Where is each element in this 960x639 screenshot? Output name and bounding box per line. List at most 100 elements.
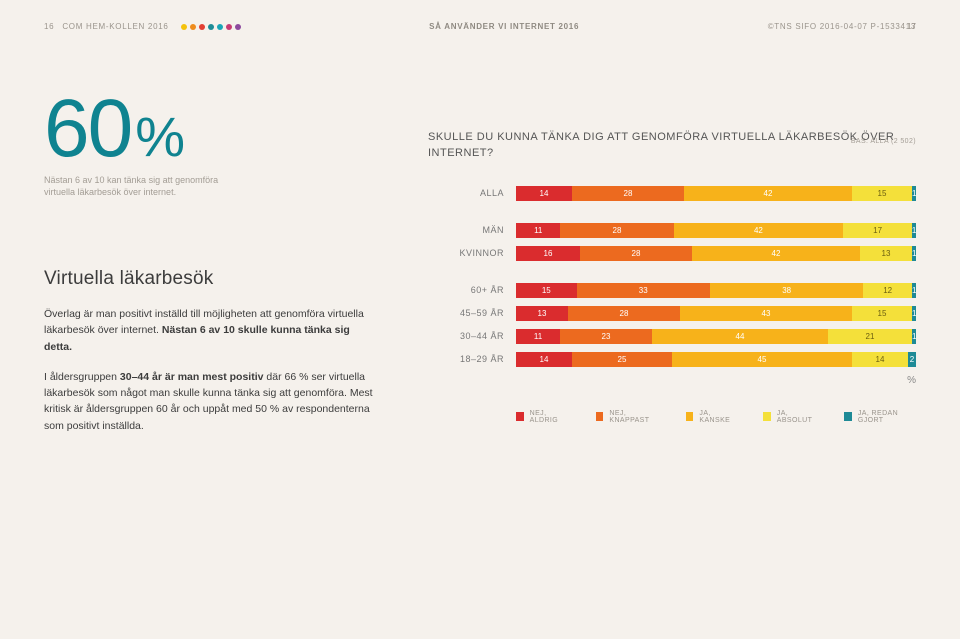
chart-bar-segment: 1 [912, 329, 916, 344]
chart-row-label: 30–44 ÅR [428, 331, 516, 341]
chart-bar-segment: 2 [908, 352, 916, 367]
chart-row: MÄN112842171 [428, 223, 916, 238]
chart-bar-segment: 14 [516, 186, 572, 201]
chart-row-label: 45–59 ÅR [428, 308, 516, 318]
chart-bar-segment: 42 [674, 223, 844, 238]
chart-row: 45–59 ÅR132843151 [428, 306, 916, 321]
page-number-left: 16 [44, 22, 54, 31]
header-left: 16 COM HEM-KOLLEN 2016 [44, 22, 241, 31]
chart-bar-segment: 21 [828, 329, 912, 344]
chart-bar-segment: 13 [860, 246, 912, 261]
page-header: 16 COM HEM-KOLLEN 2016 SÅ ANVÄNDER VI IN… [44, 22, 916, 31]
chart-bar-segment: 42 [684, 186, 852, 201]
legend-label: JA, KANSKE [699, 410, 737, 424]
legend-swatch [596, 412, 604, 421]
chart-bar-segment: 11 [516, 329, 560, 344]
header-dot [226, 24, 232, 30]
legend-label: NEJ, ALDRIG [530, 410, 570, 424]
legend-item: NEJ, ALDRIG [516, 410, 570, 424]
paragraph-2-a: I åldersgruppen [44, 371, 120, 383]
header-dot [190, 24, 196, 30]
big-stat: 60% Nästan 6 av 10 kan tänka sig att gen… [44, 88, 234, 198]
chart-title: SKULLE DU KUNNA TÄNKA DIG ATT GENOMFÖRA … [428, 130, 916, 162]
chart-bar-segment: 33 [577, 283, 710, 298]
chart-bar-segment: 13 [516, 306, 568, 321]
section-heading: Virtuella läkarbesök [44, 268, 374, 290]
chart-bar-segment: 15 [852, 306, 912, 321]
chart-bar-segment: 1 [912, 306, 916, 321]
header-title-center: SÅ ANVÄNDER VI INTERNET 2016 [241, 22, 768, 31]
chart-bar-segment: 42 [692, 246, 860, 261]
chart-base-note: BAS: ALLA (2 502) [851, 138, 916, 145]
legend-label: NEJ, KNAPPAST [609, 410, 659, 424]
big-stat-value: 60% [44, 88, 234, 170]
chart-bar-segment: 14 [516, 352, 572, 367]
chart-bar: 132843151 [516, 306, 916, 321]
chart-bar-segment: 14 [852, 352, 908, 367]
chart-bar-segment: 25 [572, 352, 672, 367]
paragraph-2: I åldersgruppen 30–44 år är man mest pos… [44, 369, 374, 434]
chart-bar: 153338121 [516, 283, 916, 298]
left-text-column: Virtuella läkarbesök Överlag är man posi… [44, 268, 374, 448]
chart-bar-segment: 11 [516, 223, 560, 238]
header-dots [181, 24, 241, 30]
chart-bar-segment: 17 [843, 223, 912, 238]
chart-bar-segment: 43 [680, 306, 852, 321]
chart-row-label: 60+ ÅR [428, 285, 516, 295]
big-stat-unit: % [135, 105, 183, 168]
chart-bar-segment: 23 [560, 329, 652, 344]
legend-item: JA, REDAN GJORT [844, 410, 916, 424]
chart-bar-segment: 15 [852, 186, 912, 201]
chart-bar-segment: 15 [516, 283, 577, 298]
chart-bar: 162842131 [516, 246, 916, 261]
legend-swatch [763, 412, 771, 421]
chart-row-label: MÄN [428, 225, 516, 235]
chart-bar-segment: 16 [516, 246, 580, 261]
chart-row: 30–44 ÅR112344211 [428, 329, 916, 344]
legend-item: NEJ, KNAPPAST [596, 410, 660, 424]
chart-legend: NEJ, ALDRIG NEJ, KNAPPAST JA, KANSKE JA, AB… [516, 410, 916, 424]
chart-bar: 112344211 [516, 329, 916, 344]
chart-bar: 142842151 [516, 186, 916, 201]
chart-row: 18–29 ÅR142545142 [428, 352, 916, 367]
paragraph-2-b: 30–44 år är man mest positiv [120, 371, 264, 383]
legend-swatch [844, 412, 852, 421]
chart-row: KVINNOR162842131 [428, 246, 916, 261]
legend-item: JA, KANSKE [686, 410, 737, 424]
page-number-right: 17 [907, 22, 916, 31]
chart-bar-segment: 45 [672, 352, 852, 367]
chart-bar-segment: 28 [580, 246, 692, 261]
legend-item: JA, ABSOLUT [763, 410, 818, 424]
chart-row: ALLA142842151 [428, 186, 916, 201]
chart-bar: 142545142 [516, 352, 916, 367]
page: 16 COM HEM-KOLLEN 2016 SÅ ANVÄNDER VI IN… [0, 0, 960, 639]
paragraph-1: Överlag är man positivt inställd till mö… [44, 306, 374, 355]
chart-bar-segment: 1 [912, 186, 916, 201]
chart-row-label: ALLA [428, 188, 516, 198]
chart-bar-segment: 28 [568, 306, 680, 321]
percent-symbol: % [516, 375, 916, 386]
legend-label: JA, ABSOLUT [777, 410, 818, 424]
header-dot [199, 24, 205, 30]
chart-bar-segment: 28 [560, 223, 673, 238]
big-stat-caption: Nästan 6 av 10 kan tänka sig att genomfö… [44, 174, 234, 198]
header-dot [217, 24, 223, 30]
big-stat-number: 60 [44, 83, 131, 174]
chart-bar-segment: 1 [912, 223, 916, 238]
chart-row-label: 18–29 ÅR [428, 354, 516, 364]
legend-swatch [516, 412, 524, 421]
chart-row-label: KVINNOR [428, 248, 516, 258]
chart-bar-segment: 1 [912, 283, 916, 298]
chart-bar-segment: 1 [912, 246, 916, 261]
chart-bar-segment: 38 [710, 283, 864, 298]
header-title-left: COM HEM-KOLLEN 2016 [62, 22, 168, 31]
chart-row: 60+ ÅR153338121 [428, 283, 916, 298]
header-title-right: ©TNS SIFO 2016-04-07 P-1533413 [768, 22, 916, 31]
chart-bar-segment: 12 [863, 283, 911, 298]
chart-rows: ALLA142842151MÄN112842171KVINNOR16284213… [428, 186, 916, 367]
chart-bar-segment: 44 [652, 329, 828, 344]
legend-swatch [686, 412, 694, 421]
legend-label: JA, REDAN GJORT [858, 410, 916, 424]
chart-bar: 112842171 [516, 223, 916, 238]
stacked-bar-chart: SKULLE DU KUNNA TÄNKA DIG ATT GENOMFÖRA … [428, 130, 916, 424]
